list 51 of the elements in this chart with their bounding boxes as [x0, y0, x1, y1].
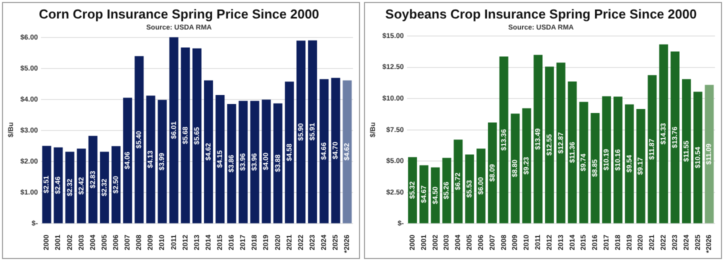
bar [342, 80, 352, 224]
bar [624, 104, 634, 224]
bar [123, 98, 132, 224]
bar [568, 82, 577, 224]
bar [659, 44, 668, 224]
bar [262, 100, 271, 224]
bar [522, 108, 532, 224]
bar [308, 40, 318, 224]
bar [54, 147, 63, 224]
bar [134, 56, 144, 224]
bar [238, 100, 248, 224]
bar [216, 94, 225, 224]
bar [146, 96, 156, 224]
bar [534, 54, 543, 224]
bar [476, 148, 486, 224]
bar [204, 80, 214, 224]
bar [284, 82, 294, 224]
bar [499, 56, 508, 224]
bar [454, 140, 463, 224]
bar [273, 103, 282, 224]
bar [556, 62, 566, 224]
bar [158, 100, 167, 224]
chart-title: Soybeans Crop Insurance Spring Price Since 2000 [385, 6, 697, 22]
bar [112, 146, 121, 224]
bar [465, 154, 474, 224]
bar [636, 108, 646, 224]
bar [488, 122, 497, 224]
bar [192, 48, 202, 224]
bar [590, 112, 600, 224]
bar [614, 96, 622, 224]
bar [682, 79, 691, 224]
bar [296, 40, 306, 224]
chart-title: Corn Crop Insurance Spring Price Since 2000 [38, 6, 320, 22]
bar [42, 146, 52, 224]
bar [250, 100, 260, 224]
bar [180, 47, 190, 224]
bar [602, 96, 612, 224]
bar [331, 78, 340, 224]
bar [693, 92, 702, 224]
bar [408, 157, 417, 224]
bar [670, 52, 680, 224]
bar [579, 102, 588, 224]
bar [169, 37, 178, 224]
bar [227, 104, 236, 224]
bar [100, 152, 109, 224]
bar [65, 152, 74, 224]
bar [88, 136, 98, 224]
bar [545, 66, 554, 224]
bar [648, 75, 657, 224]
bar [76, 148, 86, 224]
bar [320, 79, 329, 224]
